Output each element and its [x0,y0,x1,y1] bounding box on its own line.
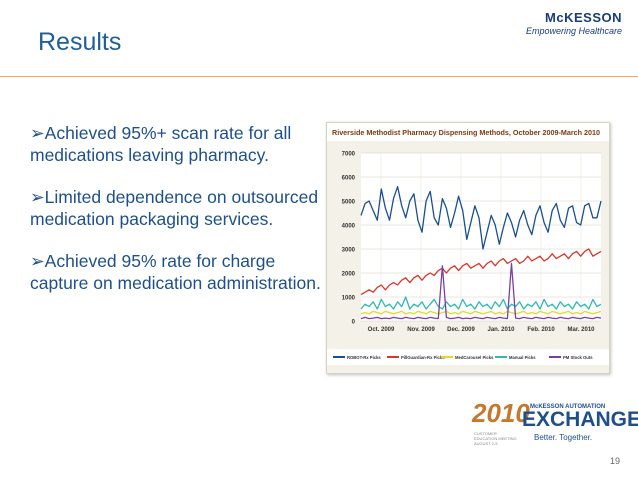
legend-label: PillGuardian-Rx Picks [401,355,445,360]
x-tick-label: Nov. 2009 [407,327,435,333]
arrow-bullet-icon: ➢ [30,251,45,271]
y-tick-label: 6000 [342,176,356,182]
legend-label: PM Stock Outs [563,355,593,360]
series-line [360,262,602,320]
chart-title: Riverside Methodist Pharmacy Dispensing … [332,128,600,137]
series-line [360,296,602,310]
bullet-item: ➢Achieved 95%+ scan rate for all medicat… [30,122,325,166]
y-tick-label: 3000 [342,248,356,254]
dispensing-chart: Riverside Methodist Pharmacy Dispensing … [327,123,609,365]
series-line [360,248,602,296]
y-tick-label: 0 [352,320,356,326]
arrow-bullet-icon: ➢ [30,187,45,207]
legend-label: Manual Picks [509,355,536,360]
slide-title: Results [38,28,122,56]
mckesson-logo: McKESSON [545,10,622,25]
event-logo: 2010 McKESSON AUTOMATION EXCHANGE Better… [472,398,638,448]
event-name: EXCHANGE [522,408,638,431]
bullet-text: Achieved 95%+ scan rate for all medicati… [30,123,292,165]
bullet-list: ➢Achieved 95%+ scan rate for all medicat… [30,122,325,314]
bullet-text: Limited dependence on outsourced medicat… [30,187,319,229]
event-tagline: Better. Together. [534,433,593,442]
brand-block: McKESSON Empowering Healthcare [526,10,622,36]
x-tick-label: Mar. 2010 [567,327,595,333]
y-tick-label: 5000 [342,200,356,206]
bullet-item: ➢Achieved 95% rate for charge capture on… [30,250,325,294]
x-tick-label: Jan. 2010 [487,327,515,333]
series-line [360,185,602,250]
chart-title-bar [327,123,609,141]
page-number: 19 [609,456,620,466]
bullet-text: Achieved 95% rate for charge capture on … [30,251,321,293]
title-divider [0,76,638,77]
bullet-item: ➢Limited dependence on outsourced medica… [30,186,325,230]
y-tick-label: 2000 [342,272,356,278]
legend-label: ROBOT-Rx Picks [347,355,381,360]
x-tick-label: Dec. 2009 [447,327,475,333]
y-tick-label: 1000 [342,296,356,302]
x-tick-label: Feb. 2010 [527,327,555,333]
legend-label: MedCarousel Picks [455,355,494,360]
event-year: 2010 [472,398,530,428]
y-tick-label: 7000 [342,152,356,158]
brand-tagline: Empowering Healthcare [525,26,622,36]
legend-bar [327,349,609,365]
chart-panel: Riverside Methodist Pharmacy Dispensing … [326,122,610,374]
event-small-label: McKESSON AUTOMATION [530,404,606,410]
series-line [360,310,602,315]
x-tick-label: Oct. 2009 [368,327,395,333]
y-tick-label: 4000 [342,224,356,230]
arrow-bullet-icon: ➢ [30,123,45,143]
event-caption: CUSTOMER EDUCATION MEETING AUGUST 2-5 [474,431,517,446]
